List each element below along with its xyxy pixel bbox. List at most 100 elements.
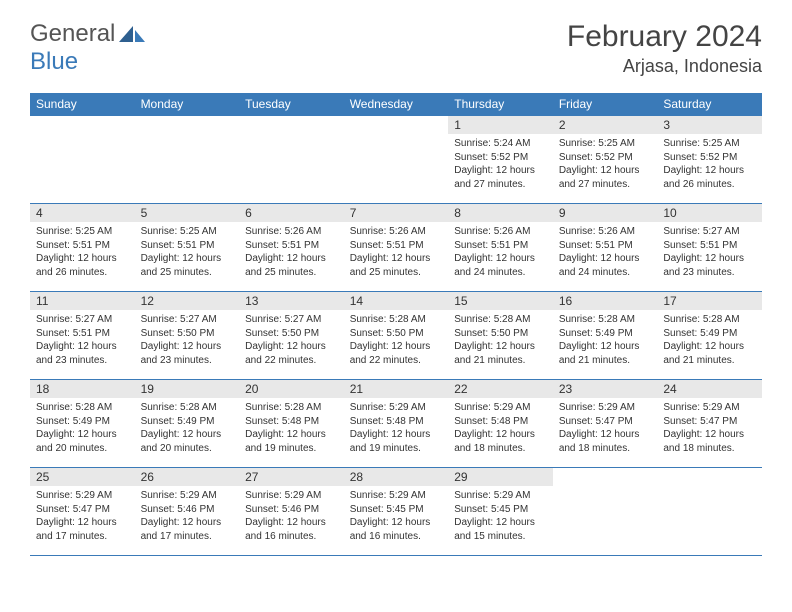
- sunset-text: Sunset: 5:49 PM: [663, 327, 756, 341]
- day-number: 25: [30, 468, 135, 486]
- calendar-cell: [553, 468, 658, 556]
- calendar-cell: [239, 116, 344, 204]
- daylight-text: Daylight: 12 hours and 24 minutes.: [559, 252, 652, 279]
- sunset-text: Sunset: 5:46 PM: [141, 503, 234, 517]
- day-number: 23: [553, 380, 658, 398]
- day-content: Sunrise: 5:28 AMSunset: 5:50 PMDaylight:…: [448, 310, 553, 371]
- sunset-text: Sunset: 5:48 PM: [350, 415, 443, 429]
- day-number: 17: [657, 292, 762, 310]
- day-content: Sunrise: 5:28 AMSunset: 5:50 PMDaylight:…: [344, 310, 449, 371]
- daylight-text: Daylight: 12 hours and 20 minutes.: [141, 428, 234, 455]
- day-number: 14: [344, 292, 449, 310]
- calendar-cell: 8Sunrise: 5:26 AMSunset: 5:51 PMDaylight…: [448, 204, 553, 292]
- day-content: Sunrise: 5:27 AMSunset: 5:51 PMDaylight:…: [30, 310, 135, 371]
- day-content: Sunrise: 5:28 AMSunset: 5:48 PMDaylight:…: [239, 398, 344, 459]
- day-content: Sunrise: 5:29 AMSunset: 5:46 PMDaylight:…: [135, 486, 240, 547]
- sunrise-text: Sunrise: 5:29 AM: [245, 489, 338, 503]
- daylight-text: Daylight: 12 hours and 25 minutes.: [141, 252, 234, 279]
- daylight-text: Daylight: 12 hours and 26 minutes.: [36, 252, 129, 279]
- sunrise-text: Sunrise: 5:25 AM: [141, 225, 234, 239]
- day-content: Sunrise: 5:25 AMSunset: 5:52 PMDaylight:…: [553, 134, 658, 195]
- calendar-row: 25Sunrise: 5:29 AMSunset: 5:47 PMDayligh…: [30, 468, 762, 556]
- daylight-text: Daylight: 12 hours and 22 minutes.: [350, 340, 443, 367]
- calendar-cell: 24Sunrise: 5:29 AMSunset: 5:47 PMDayligh…: [657, 380, 762, 468]
- sunset-text: Sunset: 5:45 PM: [350, 503, 443, 517]
- sunrise-text: Sunrise: 5:26 AM: [245, 225, 338, 239]
- location: Arjasa, Indonesia: [567, 56, 762, 77]
- calendar-cell: 19 Sunrise: 5:28 AMSunset: 5:49 PMDayligh…: [135, 380, 240, 468]
- day-number: 24: [657, 380, 762, 398]
- sunrise-text: Sunrise: 5:29 AM: [454, 489, 547, 503]
- calendar-cell: 20Sunrise: 5:28 AMSunset: 5:48 PMDayligh…: [239, 380, 344, 468]
- sunset-text: Sunset: 5:50 PM: [350, 327, 443, 341]
- sunset-text: Sunset: 5:50 PM: [245, 327, 338, 341]
- calendar-cell: [30, 116, 135, 204]
- daylight-text: Daylight: 12 hours and 23 minutes.: [141, 340, 234, 367]
- sunset-text: Sunset: 5:52 PM: [663, 151, 756, 165]
- col-wednesday: Wednesday: [344, 93, 449, 116]
- daylight-text: Daylight: 12 hours and 19 minutes.: [350, 428, 443, 455]
- day-content: Sunrise: 5:29 AMSunset: 5:47 PMDaylight:…: [30, 486, 135, 547]
- sunrise-text: Sunrise: 5:24 AM: [454, 137, 547, 151]
- logo-sail-icon: [119, 24, 145, 44]
- calendar-cell: 28Sunrise: 5:29 AMSunset: 5:45 PMDayligh…: [344, 468, 449, 556]
- day-number: 26: [135, 468, 240, 486]
- sunset-text: Sunset: 5:51 PM: [36, 327, 129, 341]
- sunrise-text: Sunrise: 5:25 AM: [36, 225, 129, 239]
- daylight-text: Daylight: 12 hours and 16 minutes.: [245, 516, 338, 543]
- day-number: 6: [239, 204, 344, 222]
- daylight-text: Daylight: 12 hours and 18 minutes.: [559, 428, 652, 455]
- calendar-row: 18Sunrise: 5:28 AMSunset: 5:49 PMDayligh…: [30, 380, 762, 468]
- calendar-cell: 1Sunrise: 5:24 AMSunset: 5:52 PMDaylight…: [448, 116, 553, 204]
- daylight-text: Daylight: 12 hours and 21 minutes.: [559, 340, 652, 367]
- calendar-cell: [344, 116, 449, 204]
- col-thursday: Thursday: [448, 93, 553, 116]
- sunrise-text: Sunrise: 5:28 AM: [350, 313, 443, 327]
- calendar-cell: 11Sunrise: 5:27 AMSunset: 5:51 PMDayligh…: [30, 292, 135, 380]
- col-sunday: Sunday: [30, 93, 135, 116]
- daylight-text: Daylight: 12 hours and 17 minutes.: [141, 516, 234, 543]
- sunset-text: Sunset: 5:48 PM: [454, 415, 547, 429]
- sunset-text: Sunset: 5:46 PM: [245, 503, 338, 517]
- sunrise-text: Sunrise: 5:28 AM: [36, 401, 129, 415]
- sunset-text: Sunset: 5:51 PM: [36, 239, 129, 253]
- sunrise-text: Sunrise: 5:25 AM: [663, 137, 756, 151]
- calendar-table: Sunday Monday Tuesday Wednesday Thursday…: [30, 93, 762, 556]
- calendar-cell: 23Sunrise: 5:29 AMSunset: 5:47 PMDayligh…: [553, 380, 658, 468]
- sunrise-text: Sunrise: 5:27 AM: [141, 313, 234, 327]
- day-content: Sunrise: 5:26 AMSunset: 5:51 PMDaylight:…: [239, 222, 344, 283]
- sunrise-text: Sunrise: 5:29 AM: [559, 401, 652, 415]
- day-content: Sunrise: 5:29 AMSunset: 5:47 PMDaylight:…: [657, 398, 762, 459]
- day-content: Sunrise: 5:29 AMSunset: 5:48 PMDaylight:…: [344, 398, 449, 459]
- sunset-text: Sunset: 5:51 PM: [245, 239, 338, 253]
- col-saturday: Saturday: [657, 93, 762, 116]
- sunset-text: Sunset: 5:49 PM: [141, 415, 234, 429]
- day-content: Sunrise: 5:29 AMSunset: 5:45 PMDaylight:…: [448, 486, 553, 547]
- calendar-cell: 6Sunrise: 5:26 AMSunset: 5:51 PMDaylight…: [239, 204, 344, 292]
- day-number: 19: [135, 380, 240, 398]
- sunrise-text: Sunrise: 5:28 AM: [454, 313, 547, 327]
- calendar-cell: 10Sunrise: 5:27 AMSunset: 5:51 PMDayligh…: [657, 204, 762, 292]
- month-title: February 2024: [567, 20, 762, 54]
- day-number: 9: [553, 204, 658, 222]
- sunrise-text: Sunrise: 5:27 AM: [245, 313, 338, 327]
- sunrise-text: Sunrise: 5:29 AM: [141, 489, 234, 503]
- day-content: Sunrise: 5:29 AMSunset: 5:46 PMDaylight:…: [239, 486, 344, 547]
- day-number: 21: [344, 380, 449, 398]
- day-content: Sunrise: 5:26 AMSunset: 5:51 PMDaylight:…: [553, 222, 658, 283]
- calendar-cell: 27Sunrise: 5:29 AMSunset: 5:46 PMDayligh…: [239, 468, 344, 556]
- calendar-cell: 16Sunrise: 5:28 AMSunset: 5:49 PMDayligh…: [553, 292, 658, 380]
- day-number: 18: [30, 380, 135, 398]
- calendar-cell: 22Sunrise: 5:29 AMSunset: 5:48 PMDayligh…: [448, 380, 553, 468]
- day-content: Sunrise: 5:25 AMSunset: 5:51 PMDaylight:…: [135, 222, 240, 283]
- logo: General: [30, 20, 147, 48]
- col-friday: Friday: [553, 93, 658, 116]
- day-number: 5: [135, 204, 240, 222]
- daylight-text: Daylight: 12 hours and 24 minutes.: [454, 252, 547, 279]
- day-content: Sunrise: 5:27 AMSunset: 5:51 PMDaylight:…: [657, 222, 762, 283]
- sunrise-text: Sunrise: 5:28 AM: [141, 401, 234, 415]
- sunset-text: Sunset: 5:51 PM: [559, 239, 652, 253]
- daylight-text: Daylight: 12 hours and 16 minutes.: [350, 516, 443, 543]
- calendar-cell: 15Sunrise: 5:28 AMSunset: 5:50 PMDayligh…: [448, 292, 553, 380]
- logo-text-blue: Blue: [30, 48, 78, 76]
